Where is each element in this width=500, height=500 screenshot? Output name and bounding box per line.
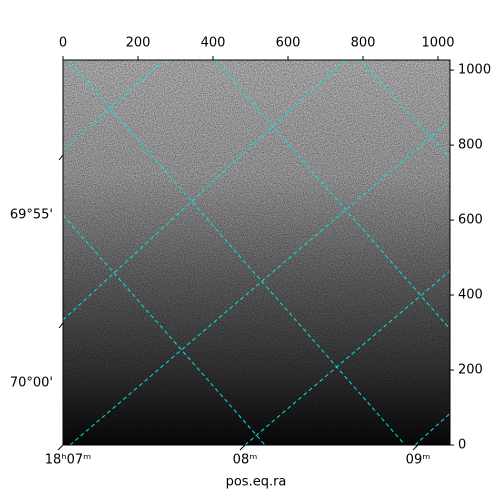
ra-tick-label: 18ʰ07ᵐ — [45, 453, 91, 468]
y-tick-label: 400 — [458, 288, 483, 303]
grid-line — [67, 60, 406, 445]
y-tick-label: 600 — [458, 213, 483, 228]
dec-tick — [58, 322, 64, 329]
ra-tick — [239, 444, 246, 451]
dec-tick — [58, 154, 64, 161]
y-tick-label: 1000 — [458, 63, 491, 78]
dec-tick-label: 69°55' — [10, 208, 53, 223]
grid-line — [214, 60, 450, 330]
ra-tick-label: 09ᵐ — [406, 453, 431, 468]
x-tick-label: 600 — [276, 36, 301, 51]
image — [63, 60, 450, 445]
y-tick-label: 200 — [458, 363, 483, 378]
ra-tick — [412, 444, 419, 451]
grid-line — [63, 214, 266, 445]
grid-line — [63, 60, 346, 321]
frame — [62, 59, 451, 446]
grid-line — [244, 270, 450, 445]
x-tick-label: 0 — [59, 36, 67, 51]
x-tick-label: 200 — [126, 36, 151, 51]
y-tick-label: 800 — [458, 138, 483, 153]
ra-tick-label: 08ᵐ — [233, 453, 258, 468]
y-tick-label: 0 — [458, 438, 466, 453]
world-grid — [63, 60, 450, 445]
x-tick-label: 400 — [201, 36, 226, 51]
grid-line — [63, 60, 166, 151]
x-axis-label: pos.eq.ra — [226, 475, 287, 490]
dec-tick-label: 70°00' — [10, 376, 53, 391]
grid-line — [69, 120, 450, 445]
ra-tick — [57, 444, 64, 451]
x-tick-label: 800 — [351, 36, 376, 51]
x-tick-label: 1000 — [421, 36, 454, 51]
